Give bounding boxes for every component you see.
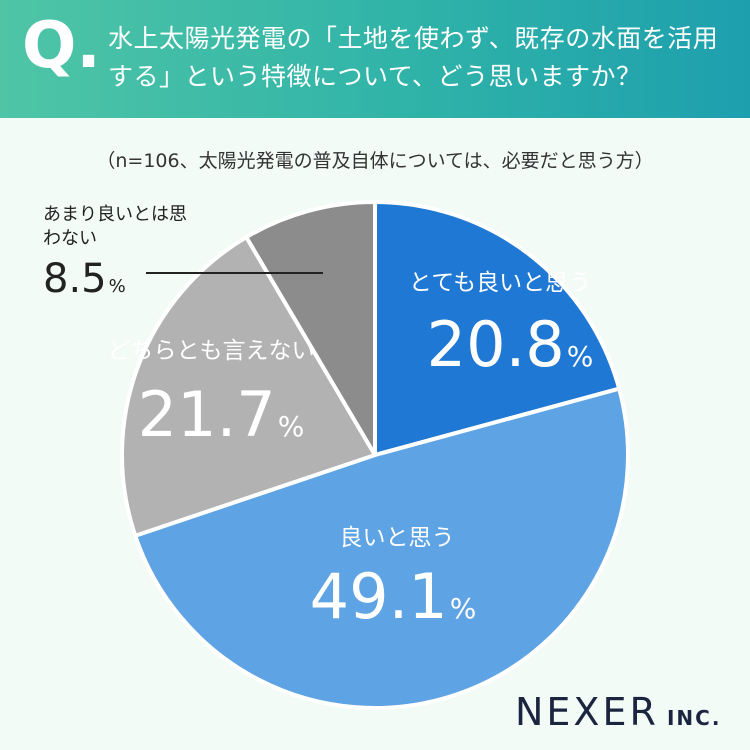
value-good: 49.1%: [310, 560, 477, 633]
chart-subtitle: （n=106、太陽光発電の普及自体については、必要だと思う方）: [96, 150, 654, 172]
value-not-good: 8.5%: [43, 256, 126, 302]
brand-name: NEXER: [515, 690, 659, 734]
value-very-good: 20.8%: [427, 308, 594, 381]
label-not-good-line-2: わない: [43, 228, 97, 249]
slice-good: [133, 386, 630, 710]
label-not-good-line-1: あまり良いとは思: [43, 204, 187, 225]
slice-very-good: [373, 200, 622, 457]
label-neutral: どちらとも言えない: [108, 338, 315, 364]
question-title: 水上太陽光発電の「土地を使わず、既存の水面を活用する」という特徴について、どう思…: [108, 24, 719, 91]
label-good: 良いと思う: [340, 525, 455, 551]
brand-logo: NEXER INC.: [515, 690, 721, 734]
label-very-good: とても良いと思う: [409, 270, 591, 296]
brand-suffix: INC.: [666, 706, 722, 730]
q-mark: Q.: [22, 9, 101, 83]
value-neutral: 21.7%: [138, 378, 305, 451]
slice-neutral: [120, 235, 377, 538]
slice-not-good: [244, 200, 377, 457]
question-header: Q. 水上太陽光発電の「土地を使わず、既存の水面を活用する」という特徴について、…: [0, 0, 750, 118]
